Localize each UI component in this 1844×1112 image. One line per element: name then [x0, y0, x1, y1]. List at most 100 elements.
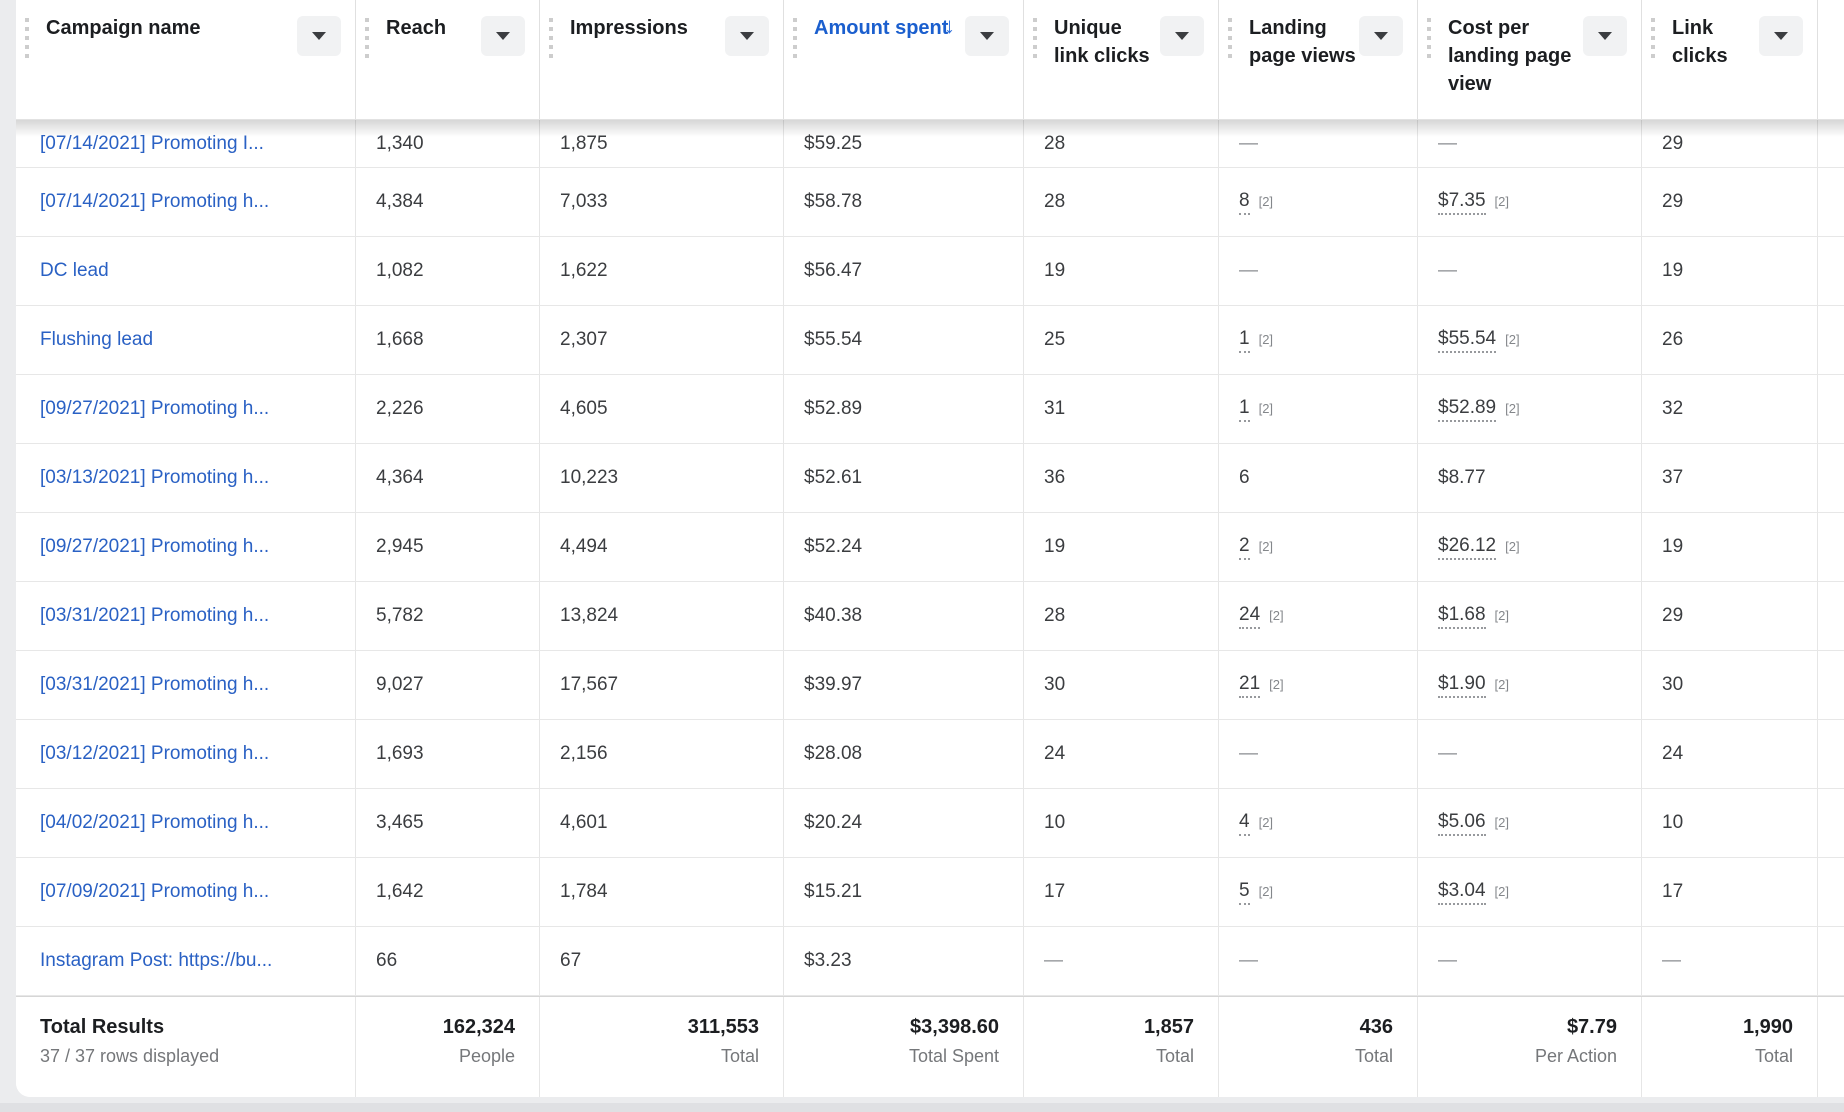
tooltip-value[interactable]: $52.89 [1438, 397, 1497, 422]
column-drag-handle[interactable] [793, 18, 797, 58]
tooltip-value[interactable]: $1.90 [1438, 673, 1486, 698]
campaign-name-link[interactable]: [07/14/2021] Promoting I... [40, 132, 264, 154]
tooltip-value[interactable]: 24 [1239, 604, 1261, 629]
campaign-name-link[interactable]: [03/31/2021] Promoting h... [40, 674, 270, 695]
campaign-name-link[interactable]: Instagram Post: https://bu... [40, 950, 273, 971]
tooltip-value[interactable]: $1.68 [1438, 604, 1486, 629]
column-header-label[interactable]: Cost per landing page view [1448, 17, 1572, 95]
column-menu-button[interactable] [1583, 16, 1627, 56]
tooltip-value[interactable]: $55.54 [1438, 328, 1497, 353]
column-drag-handle[interactable] [1651, 18, 1655, 58]
column-header-label[interactable]: Impressions [570, 17, 688, 39]
cell-landing-page-views: 24 [2] [1218, 582, 1417, 650]
cell-landing-page-views: 21 [2] [1218, 651, 1417, 719]
column-header-label[interactable]: Amount spent [814, 17, 949, 39]
column-menu-button[interactable] [725, 16, 769, 56]
tooltip-value[interactable]: 5 [1239, 880, 1250, 905]
tooltip-value[interactable]: 1 [1239, 397, 1250, 422]
campaign-name-cell: [09/27/2021] Promoting h... [16, 513, 355, 581]
tooltip-value[interactable]: 4 [1239, 811, 1250, 836]
cell-landing-page-views: — [1218, 720, 1417, 788]
column-header-label[interactable]: Link clicks [1672, 17, 1728, 67]
column-header-reach: Reach [355, 0, 539, 119]
tooltip-value[interactable]: 2 [1239, 535, 1250, 560]
column-header-label[interactable]: Unique link clicks [1054, 17, 1150, 67]
tooltip-value[interactable]: 1 [1239, 328, 1250, 353]
campaign-name-link[interactable]: [04/02/2021] Promoting h... [40, 812, 270, 833]
table-row: [09/27/2021] Promoting h... 2,945 4,494 $52… [16, 513, 1844, 582]
cell-unique-link-clicks: — [1023, 927, 1218, 995]
campaign-name-cell: Instagram Post: https://bu... [16, 927, 355, 995]
cell-link-clicks: 24 [1641, 720, 1817, 788]
tooltip-value[interactable]: $7.35 [1438, 190, 1486, 215]
cell-value: 1,693 [376, 743, 424, 764]
column-menu-button[interactable] [481, 16, 525, 56]
table-row: [07/14/2021] Promoting I... 1,340 1,875 $59… [16, 120, 1844, 168]
cell-reach: 4,384 [355, 168, 539, 236]
column-drag-handle[interactable] [1228, 18, 1232, 58]
column-drag-handle[interactable] [1033, 18, 1037, 58]
campaign-name-link[interactable]: [03/13/2021] Promoting h... [40, 467, 270, 488]
column-header-label[interactable]: Reach [386, 17, 447, 39]
page-bottom-strip [0, 1103, 1844, 1112]
cell-value: 29 [1662, 605, 1684, 626]
tooltip-value[interactable]: $5.06 [1438, 811, 1486, 836]
campaign-name-link[interactable]: [09/27/2021] Promoting h... [40, 536, 270, 557]
tooltip-value[interactable]: $26.12 [1438, 535, 1497, 560]
chevron-down-icon [1774, 32, 1788, 40]
cell-reach: 2,945 [355, 513, 539, 581]
column-menu-button[interactable] [1160, 16, 1204, 56]
campaign-name-link[interactable]: DC lead [40, 260, 109, 281]
table-body: [07/14/2021] Promoting I... 1,340 1,875 $59… [16, 120, 1844, 996]
cell-value: 37 [1662, 467, 1684, 488]
empty-value-dash: — [1239, 743, 1258, 764]
tooltip-value[interactable]: 21 [1239, 673, 1261, 698]
cell-value: 1,642 [376, 881, 424, 902]
cell-value: 4,364 [376, 467, 424, 488]
cell-amount-spent: $59.25 [783, 120, 1023, 167]
campaign-name-link[interactable]: [07/09/2021] Promoting h... [40, 881, 270, 902]
column-drag-handle[interactable] [365, 18, 369, 58]
cell-value: 4,605 [560, 398, 608, 419]
column-header-landing-page-views: Landing page views [1218, 0, 1417, 119]
campaign-name-link[interactable]: Flushing lead [40, 329, 154, 350]
cell-landing-page-views: 4 [2] [1218, 789, 1417, 857]
cell-landing-page-views: 6 [1218, 444, 1417, 512]
cell-value: $55.54 [804, 329, 863, 350]
campaign-name-link[interactable]: [07/14/2021] Promoting h... [40, 191, 270, 212]
cell-value: 5,782 [376, 605, 424, 626]
campaign-name-link[interactable]: [03/12/2021] Promoting h... [40, 743, 270, 764]
row-spacer-cell [1817, 306, 1844, 374]
tooltip-value[interactable]: $3.04 [1438, 880, 1486, 905]
column-header-link-clicks: Link clicks [1641, 0, 1817, 119]
footnote-marker: [2] [1505, 400, 1520, 416]
column-menu-button[interactable] [1359, 16, 1403, 56]
campaign-name-link[interactable]: [03/31/2021] Promoting h... [40, 605, 270, 626]
campaign-name-link[interactable]: [09/27/2021] Promoting h... [40, 398, 270, 419]
tooltip-value[interactable]: 8 [1239, 190, 1250, 215]
column-drag-handle[interactable] [549, 18, 553, 58]
column-header-label[interactable]: Campaign name [46, 17, 201, 39]
sort-descending-icon[interactable]: ↓ [944, 13, 955, 38]
cell-value: 6 [1239, 467, 1250, 488]
column-menu-button[interactable] [297, 16, 341, 56]
column-menu-button[interactable] [965, 16, 1009, 56]
column-drag-handle[interactable] [1427, 18, 1431, 58]
footer-value: 1,990 [1742, 1016, 1793, 1038]
cell-cost-per-landing-page-view: — [1417, 927, 1641, 995]
cell-value: 10 [1044, 812, 1066, 833]
cell-cost-per-landing-page-view: $5.06 [2] [1417, 789, 1641, 857]
cell-value: 32 [1662, 398, 1684, 419]
column-header-label[interactable]: Landing page views [1249, 17, 1356, 67]
cell-value: 19 [1044, 536, 1066, 557]
row-spacer-cell [1817, 444, 1844, 512]
cell-landing-page-views: — [1218, 927, 1417, 995]
cell-unique-link-clicks: 31 [1023, 375, 1218, 443]
footer-label: People [458, 1046, 515, 1066]
column-menu-button[interactable] [1759, 16, 1803, 56]
chevron-down-icon [1598, 32, 1612, 40]
cell-amount-spent: $52.89 [783, 375, 1023, 443]
cell-value: 1,082 [376, 260, 424, 281]
column-drag-handle[interactable] [25, 18, 29, 58]
footer-label: Total [1754, 1046, 1793, 1066]
